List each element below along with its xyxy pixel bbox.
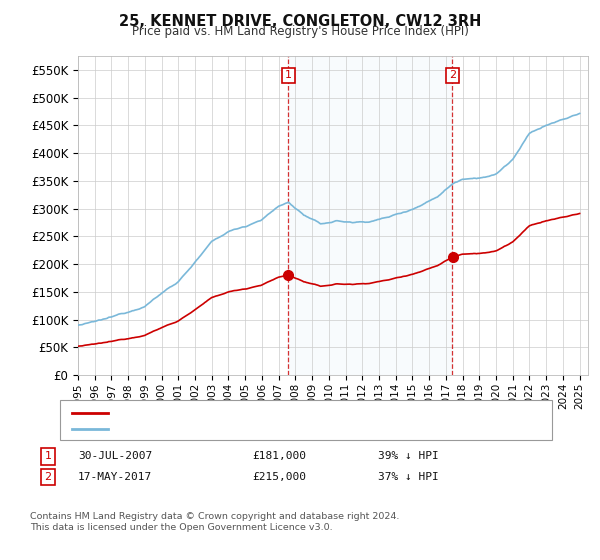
Text: 2: 2	[449, 71, 456, 81]
Text: HPI: Average price, detached house, Cheshire East: HPI: Average price, detached house, Ches…	[114, 424, 379, 434]
Text: Contains HM Land Registry data © Crown copyright and database right 2024.
This d: Contains HM Land Registry data © Crown c…	[30, 512, 400, 532]
Text: 39% ↓ HPI: 39% ↓ HPI	[378, 451, 439, 461]
Text: 2: 2	[44, 472, 52, 482]
Text: 17-MAY-2017: 17-MAY-2017	[78, 472, 152, 482]
Text: 1: 1	[44, 451, 52, 461]
Text: 25, KENNET DRIVE, CONGLETON, CW12 3RH (detached house): 25, KENNET DRIVE, CONGLETON, CW12 3RH (d…	[114, 408, 440, 418]
Text: £181,000: £181,000	[252, 451, 306, 461]
Text: 25, KENNET DRIVE, CONGLETON, CW12 3RH: 25, KENNET DRIVE, CONGLETON, CW12 3RH	[119, 14, 481, 29]
Bar	[289, 56, 452, 375]
Text: 30-JUL-2007: 30-JUL-2007	[78, 451, 152, 461]
Text: Price paid vs. HM Land Registry's House Price Index (HPI): Price paid vs. HM Land Registry's House …	[131, 25, 469, 38]
Text: 37% ↓ HPI: 37% ↓ HPI	[378, 472, 439, 482]
Text: 1: 1	[285, 71, 292, 81]
Text: £215,000: £215,000	[252, 472, 306, 482]
